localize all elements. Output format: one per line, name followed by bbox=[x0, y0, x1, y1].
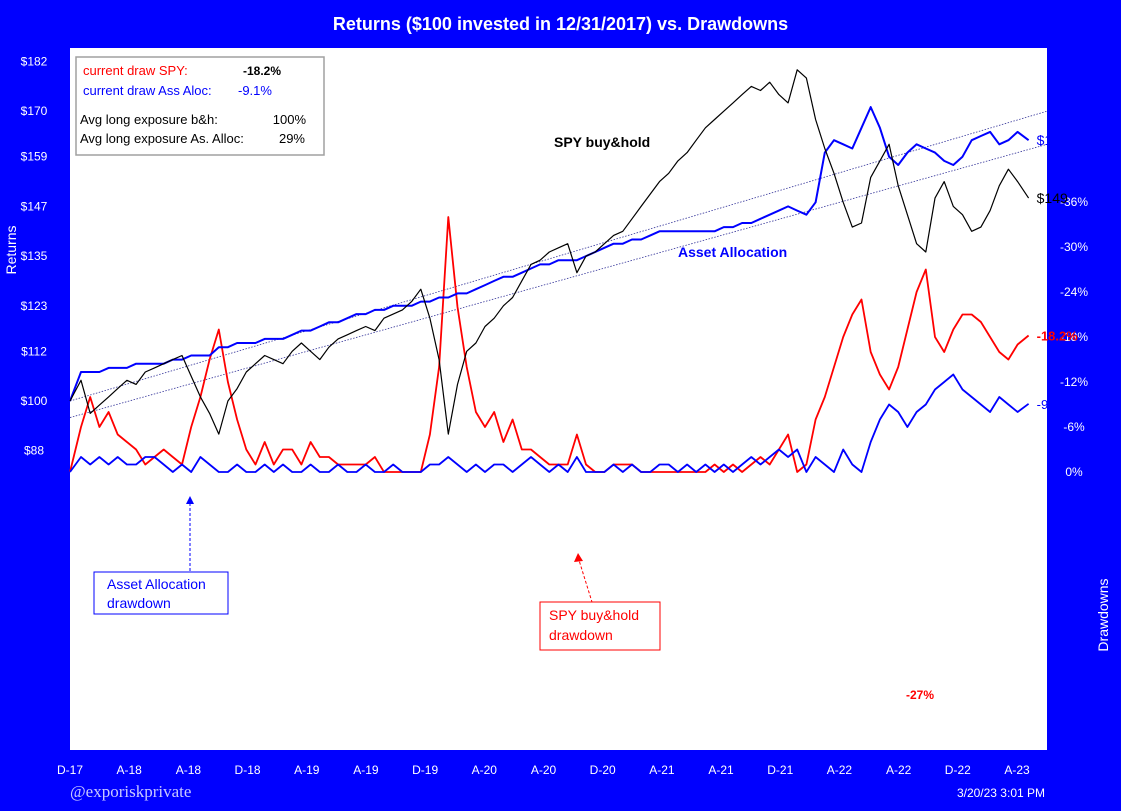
legend-spy-draw-value: -18.2% bbox=[243, 64, 281, 78]
spy-dd-callout-arrow bbox=[577, 556, 593, 603]
drawdown-tick-label: -12% bbox=[1060, 375, 1088, 389]
legend-avg-aa-label: Avg long exposure As. Alloc: bbox=[80, 131, 244, 146]
returns-tick-label: $123 bbox=[21, 299, 48, 313]
drawdown-tick-label: -6% bbox=[1063, 420, 1085, 434]
x-tick-label: A-22 bbox=[886, 763, 912, 777]
spy-dd-callout-box bbox=[539, 601, 661, 651]
spy-dd-callout-text: SPY buy&hold bbox=[549, 607, 639, 623]
aa-dd-callout-text: drawdown bbox=[107, 595, 171, 611]
returns-tick-label: $135 bbox=[21, 249, 48, 263]
x-tick-label: D-21 bbox=[767, 763, 793, 777]
x-tick-label: D-19 bbox=[412, 763, 438, 777]
aa-trendline bbox=[69, 110, 1048, 402]
drawdown-axis-label: Drawdowns bbox=[1095, 578, 1111, 651]
returns-tick-label: $147 bbox=[21, 199, 48, 213]
legend-aa-draw-label: current draw Ass Aloc: bbox=[83, 83, 212, 98]
aa-dd-callout-arrowhead bbox=[186, 496, 194, 504]
spy-drawdown-line bbox=[69, 216, 1030, 473]
legend-aa-draw-value: -9.1% bbox=[238, 83, 272, 98]
x-tick-label: D-22 bbox=[945, 763, 971, 777]
aa-series-annotation: Asset Allocation bbox=[678, 244, 787, 260]
returns-tick-label: $100 bbox=[21, 394, 48, 408]
x-tick-label: A-18 bbox=[176, 763, 202, 777]
x-tick-label: A-21 bbox=[708, 763, 734, 777]
min-drawdown-annotation: -27% bbox=[906, 688, 934, 702]
spy-series-annotation: SPY buy&hold bbox=[554, 134, 650, 150]
spy-dd-callout-arrowhead bbox=[574, 553, 583, 562]
spy-end-label: $149 bbox=[1037, 190, 1068, 206]
aa-dd-end-label: -9.1% bbox=[1037, 397, 1071, 412]
x-tick-label: A-19 bbox=[353, 763, 379, 777]
x-tick-label: D-17 bbox=[57, 763, 83, 777]
drawdown-tick-label: -18% bbox=[1060, 330, 1088, 344]
legend-box bbox=[75, 56, 325, 156]
legend-avg-bh-value: 100% bbox=[273, 112, 307, 127]
drawdown-tick-label: -36% bbox=[1060, 195, 1088, 209]
x-tick-label: A-22 bbox=[827, 763, 853, 777]
spy-dd-end-label: -18.2% bbox=[1037, 329, 1079, 344]
x-tick-label: A-23 bbox=[1004, 763, 1030, 777]
legend-avg-aa-value: 29% bbox=[279, 131, 305, 146]
aa-dd-callout-box bbox=[93, 571, 229, 615]
chart-title: Returns ($100 invested in 12/31/2017) vs… bbox=[332, 14, 789, 34]
returns-tick-label: $88 bbox=[24, 444, 44, 458]
drawdown-tick-label: -30% bbox=[1060, 240, 1088, 254]
returns-tick-label: $182 bbox=[21, 55, 48, 69]
aa-end-label: $163 bbox=[1037, 132, 1068, 148]
returns-axis-label: Returns bbox=[3, 225, 19, 274]
aa-dd-callout-text: Asset Allocation bbox=[107, 576, 206, 592]
footer-timestamp: 3/20/23 3:01 PM bbox=[956, 786, 1045, 800]
footer-handle: @exporiskprivate bbox=[70, 782, 192, 801]
drawdown-tick-label: 0% bbox=[1065, 465, 1083, 479]
spy-returns-line bbox=[69, 69, 1030, 435]
returns-tick-label: $170 bbox=[21, 104, 48, 118]
x-tick-label: D-20 bbox=[590, 763, 616, 777]
x-tick-label: A-20 bbox=[472, 763, 498, 777]
returns-tick-label: $159 bbox=[21, 150, 48, 164]
drawdown-tick-label: -24% bbox=[1060, 285, 1088, 299]
x-tick-label: A-18 bbox=[117, 763, 143, 777]
x-tick-label: A-20 bbox=[531, 763, 557, 777]
aa-drawdown-line bbox=[69, 373, 1030, 473]
aa-returns-line bbox=[69, 106, 1030, 402]
x-tick-label: A-21 bbox=[649, 763, 675, 777]
legend-spy-draw-label: current draw SPY: bbox=[83, 63, 188, 78]
x-tick-label: A-19 bbox=[294, 763, 320, 777]
spy-trendline bbox=[69, 143, 1048, 418]
spy-dd-callout-text: drawdown bbox=[549, 627, 613, 643]
x-tick-label: D-18 bbox=[235, 763, 261, 777]
legend-avg-bh-label: Avg long exposure b&h: bbox=[80, 112, 218, 127]
returns-tick-label: $112 bbox=[21, 344, 47, 358]
